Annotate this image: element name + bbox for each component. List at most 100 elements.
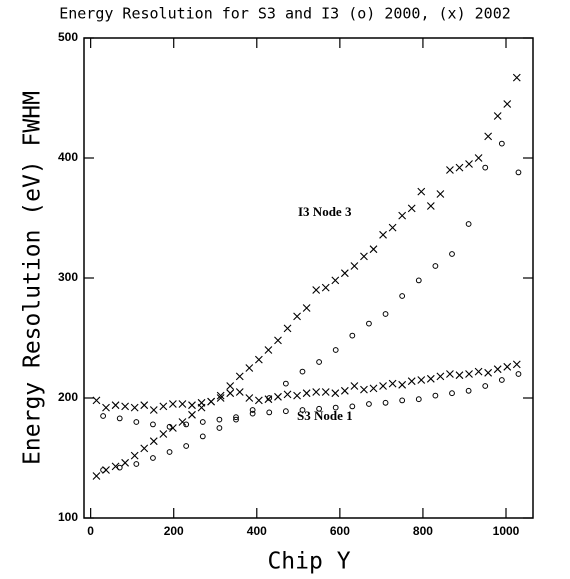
point (188, 410, 196, 419)
point (340, 269, 349, 278)
point (484, 368, 493, 377)
point (245, 394, 254, 402)
point (312, 388, 321, 396)
point (121, 402, 130, 411)
point (254, 355, 263, 364)
point (382, 399, 389, 406)
point (493, 112, 502, 120)
point (293, 391, 301, 400)
point (498, 140, 505, 147)
point (399, 397, 406, 404)
point (249, 410, 256, 417)
point (417, 187, 426, 196)
point (426, 374, 435, 383)
point (482, 383, 489, 389)
point (216, 416, 223, 423)
point (379, 382, 387, 390)
point (249, 407, 256, 413)
point (178, 400, 187, 408)
x-tick-label: 1000 (493, 524, 520, 538)
point (399, 293, 406, 299)
point (360, 385, 368, 394)
point (121, 458, 130, 467)
point (299, 368, 306, 375)
point (449, 251, 455, 257)
x-tick-label: 600 (330, 524, 350, 538)
point (415, 396, 422, 403)
point (245, 364, 254, 372)
point (493, 365, 502, 374)
point (350, 262, 359, 270)
point (159, 402, 168, 411)
point (398, 211, 407, 220)
point (266, 409, 273, 416)
point (360, 252, 368, 261)
point (302, 304, 311, 312)
point (226, 389, 235, 398)
y-tick-label: 500 (58, 30, 78, 44)
point (316, 405, 322, 412)
point (455, 371, 464, 380)
point (235, 372, 244, 381)
point (178, 418, 187, 426)
point (369, 245, 378, 254)
point (484, 132, 493, 141)
chart-title: Energy Resolution for S3 and I3 (o) 2000… (59, 5, 511, 23)
point (207, 397, 215, 406)
y-tick-label: 200 (58, 390, 78, 404)
point (264, 395, 273, 404)
point (350, 382, 359, 390)
point (449, 390, 455, 397)
point (417, 376, 426, 384)
point (369, 384, 378, 393)
point (183, 421, 190, 428)
point (92, 396, 101, 405)
point (474, 154, 483, 162)
point (235, 388, 244, 396)
point (282, 380, 289, 387)
point (130, 403, 139, 412)
point (133, 419, 140, 425)
point (149, 406, 158, 414)
point (92, 472, 101, 480)
y-tick-label: 400 (58, 150, 78, 164)
point (349, 332, 356, 339)
point (299, 407, 306, 413)
y-tick-label: 300 (58, 270, 78, 284)
point (266, 395, 273, 401)
point (332, 404, 339, 411)
point (331, 276, 340, 285)
point (168, 424, 177, 432)
point (254, 396, 263, 405)
point (312, 286, 321, 294)
plot-frame (83, 37, 534, 519)
point (188, 401, 196, 410)
y-tick-label: 100 (58, 510, 78, 524)
point (465, 160, 473, 168)
point (283, 324, 292, 333)
point (166, 423, 173, 430)
point (474, 367, 483, 376)
point (183, 443, 190, 449)
point (455, 163, 464, 172)
point (293, 312, 301, 321)
point (388, 379, 397, 388)
point (216, 425, 223, 431)
point (159, 430, 168, 438)
x-tick-label: 400 (247, 524, 267, 538)
point (199, 419, 206, 425)
point (366, 320, 372, 327)
annotation: S3 Node 1 (297, 408, 353, 423)
point (512, 73, 521, 82)
point (274, 392, 282, 401)
x-tick-label: 0 (87, 524, 94, 538)
point (482, 164, 489, 171)
point (321, 283, 330, 292)
point (150, 455, 156, 461)
point (149, 437, 158, 446)
point (382, 311, 389, 317)
x-tick-label: 800 (413, 524, 433, 538)
y-axis-label: Energy Resolution (eV) FWHM (20, 91, 46, 465)
point (150, 421, 156, 428)
point (216, 391, 225, 400)
